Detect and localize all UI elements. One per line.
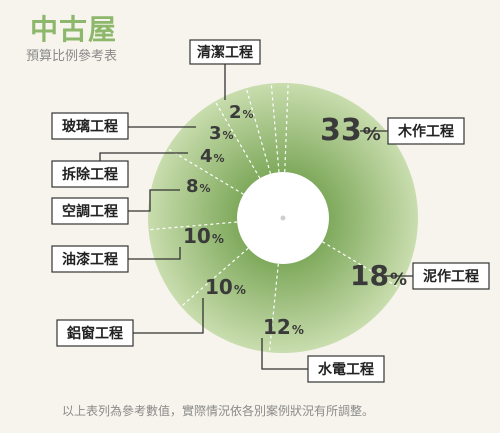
category-label: 玻璃工程 <box>51 112 129 140</box>
slice-divider <box>166 147 244 195</box>
svg-text:拆除工程: 拆除工程 <box>62 166 118 183</box>
slice-divider <box>148 221 238 231</box>
donut-center-dot <box>280 215 286 221</box>
slice-percent-label: 18% <box>350 259 407 292</box>
category-label: 泥作工程 <box>412 262 490 290</box>
svg-text:油漆工程: 油漆工程 <box>62 251 118 268</box>
category-label: 空調工程 <box>51 197 129 225</box>
slice-percent-label: 10% <box>183 224 224 248</box>
slice-percent-label: 2% <box>229 102 254 123</box>
slice-divider <box>180 247 249 308</box>
leader-line <box>99 152 188 161</box>
svg-text:玻璃工程: 玻璃工程 <box>62 118 118 135</box>
slice-divider <box>245 87 272 174</box>
slice-percent-label: 10% <box>205 275 246 299</box>
leader-line <box>261 338 308 370</box>
slice-divider <box>284 83 289 173</box>
slice-percent-label: 3% <box>209 123 234 144</box>
slice-divider <box>268 263 279 353</box>
slice-divider <box>322 241 400 289</box>
category-label: 拆除工程 <box>51 160 129 188</box>
leader-line <box>128 189 180 212</box>
footnote: 以上表列為參考數值，實際情況依各別案例狀況有所調整。 <box>62 404 375 418</box>
svg-text:清潔工程: 清潔工程 <box>197 44 253 61</box>
leader-line <box>128 247 181 260</box>
category-label: 清潔工程 <box>189 39 261 65</box>
slice-percent-label: 12% <box>263 315 304 339</box>
category-label: 水電工程 <box>307 355 385 383</box>
slice-percent-label: 33% <box>320 113 381 148</box>
slice-divider <box>270 83 280 173</box>
slice-percent-label: 8% <box>186 176 211 197</box>
category-label: 鋁窗工程 <box>56 319 134 347</box>
svg-text:泥作工程: 泥作工程 <box>423 268 479 285</box>
svg-text:水電工程: 水電工程 <box>318 361 374 378</box>
svg-text:空調工程: 空調工程 <box>62 203 118 220</box>
slice-divider <box>214 101 261 179</box>
page-subtitle: 預算比例參考表 <box>26 49 118 64</box>
page-title: 中古屋 <box>30 13 118 46</box>
category-label: 木作工程 <box>387 117 465 145</box>
slice-percent-label: 4% <box>200 146 225 167</box>
category-label: 油漆工程 <box>51 245 129 273</box>
svg-text:木作工程: 木作工程 <box>397 123 454 140</box>
svg-text:鋁窗工程: 鋁窗工程 <box>67 325 123 342</box>
leader-line <box>133 298 204 334</box>
